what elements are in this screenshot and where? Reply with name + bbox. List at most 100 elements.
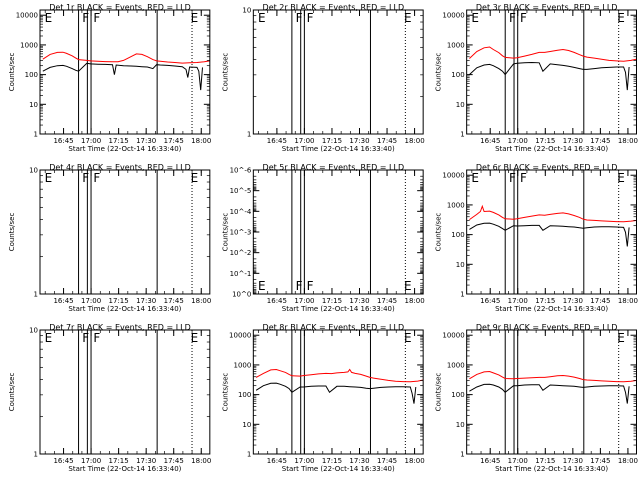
- y-axis-label: Counts/sec: [8, 213, 16, 252]
- x-tick-label: 17:15: [535, 137, 555, 145]
- y-tick-label: 100: [451, 391, 464, 399]
- y-tick-label: 1000: [20, 41, 38, 49]
- y-tick-label: 1: [34, 451, 38, 459]
- interval-marker: E: [191, 331, 199, 345]
- x-tick-label: 17:00: [294, 137, 314, 145]
- x-tick-label: 17:45: [164, 137, 184, 145]
- x-axis-label: Start Time (22-Oct-14 16:33:40): [68, 465, 181, 473]
- x-tick-label: 17:00: [508, 137, 528, 145]
- x-tick-label: 17:45: [164, 457, 184, 465]
- panel-title: Det 5r BLACK = Events, RED = LLD: [263, 163, 405, 172]
- y-tick-label: 10^-3: [230, 229, 252, 237]
- y-axis-label: Counts/sec: [8, 373, 16, 412]
- events-series-line: [469, 383, 630, 404]
- lld-series-line: [469, 370, 637, 383]
- interval-marker: F: [82, 331, 89, 345]
- panel-title: Det 2r BLACK = Events, RED = LLD: [263, 3, 405, 12]
- x-tick-label: 17:30: [349, 297, 369, 305]
- x-tick-label: 17:15: [535, 297, 555, 305]
- x-tick-label: 17:00: [508, 297, 528, 305]
- plot-frame: [39, 329, 211, 455]
- interval-marker: E: [45, 171, 53, 185]
- plot-frame: [252, 329, 424, 455]
- interval-marker: E: [617, 171, 625, 185]
- x-axis-label: Start Time (22-Oct-14 16:33:40): [495, 305, 608, 313]
- x-tick-label: 17:15: [322, 137, 342, 145]
- interval-marker: F: [82, 11, 89, 25]
- x-tick-label: 18:00: [618, 297, 638, 305]
- interval-marker: E: [45, 11, 53, 25]
- y-axis-label: Counts/sec: [221, 213, 229, 252]
- x-tick-label: 17:00: [81, 137, 101, 145]
- plot-frame: [252, 9, 424, 135]
- x-tick-label: 18:00: [618, 137, 638, 145]
- x-tick-label: 17:00: [294, 297, 314, 305]
- x-tick-label: 18:00: [404, 457, 424, 465]
- y-tick-label: 10^-1: [230, 270, 252, 278]
- y-tick-label: 10: [29, 327, 38, 335]
- x-tick-label: 18:00: [191, 137, 211, 145]
- y-tick-label: 10: [29, 101, 38, 109]
- y-tick-label: 1: [34, 131, 38, 139]
- x-axis-label: Start Time (22-Oct-14 16:33:40): [282, 465, 395, 473]
- y-tick-label: 10000: [442, 12, 464, 20]
- interval-marker: E: [404, 279, 412, 293]
- panel-title: Det 1r BLACK = Events, RED = LLD: [49, 3, 191, 12]
- x-tick-label: 17:30: [563, 457, 583, 465]
- panel-title: Det 9r BLACK = Events, RED = LLD: [476, 323, 618, 332]
- x-axis-label: Start Time (22-Oct-14 16:33:40): [68, 305, 181, 313]
- x-tick-label: 17:30: [136, 457, 156, 465]
- y-tick-label: 100: [451, 231, 464, 239]
- panel-det5: Det 5r BLACK = Events, RED = LLD E F F E 10^0…: [221, 163, 424, 313]
- interval-marker: F: [520, 171, 527, 185]
- panel-title: Det 6r BLACK = Events, RED = LLD: [476, 163, 618, 172]
- x-tick-label: 17:00: [81, 457, 101, 465]
- lld-series-line: [255, 368, 424, 383]
- panel-title: Det 3r BLACK = Events, RED = LLD: [476, 3, 618, 12]
- y-tick-label: 100: [451, 71, 464, 79]
- interval-marker: F: [93, 331, 100, 345]
- y-tick-label: 100: [238, 391, 251, 399]
- x-axis-label: Start Time (22-Oct-14 16:33:40): [282, 145, 395, 153]
- x-tick-label: 16:45: [267, 137, 287, 145]
- lld-series-line: [469, 46, 637, 62]
- events-series-line: [469, 222, 630, 247]
- interval-marker: E: [617, 331, 625, 345]
- plot-frame: [466, 169, 637, 295]
- interval-marker: F: [93, 11, 100, 25]
- x-tick-label: 17:30: [563, 137, 583, 145]
- x-tick-label: 17:15: [109, 297, 129, 305]
- y-tick-label: 10: [29, 167, 38, 175]
- y-tick-label: 1: [460, 291, 464, 299]
- y-axis-label: Counts/sec: [435, 53, 443, 92]
- x-tick-label: 16:45: [53, 137, 73, 145]
- x-axis-label: Start Time (22-Oct-14 16:33:40): [68, 145, 181, 153]
- interval-marker: E: [191, 171, 199, 185]
- interval-marker: E: [258, 11, 266, 25]
- y-tick-label: 10^-4: [230, 208, 252, 216]
- x-axis-label: Start Time (22-Oct-14 16:33:40): [282, 305, 395, 313]
- x-axis-label: Start Time (22-Oct-14 16:33:40): [495, 145, 608, 153]
- x-tick-label: 17:45: [377, 297, 397, 305]
- y-tick-label: 10: [456, 261, 465, 269]
- y-tick-label: 10^-6: [230, 167, 252, 175]
- y-axis-label: Counts/sec: [221, 373, 229, 412]
- interval-marker: E: [191, 11, 199, 25]
- y-axis-label: Counts/sec: [435, 213, 443, 252]
- y-tick-label: 10^-5: [230, 187, 252, 195]
- y-tick-label: 1000: [447, 201, 465, 209]
- x-tick-label: 17:15: [109, 457, 129, 465]
- x-tick-label: 16:45: [53, 297, 73, 305]
- x-tick-label: 17:30: [349, 137, 369, 145]
- x-tick-label: 17:30: [136, 297, 156, 305]
- x-tick-label: 16:45: [267, 457, 287, 465]
- x-tick-label: 16:45: [480, 457, 500, 465]
- x-tick-label: 18:00: [191, 457, 211, 465]
- x-tick-label: 17:45: [377, 457, 397, 465]
